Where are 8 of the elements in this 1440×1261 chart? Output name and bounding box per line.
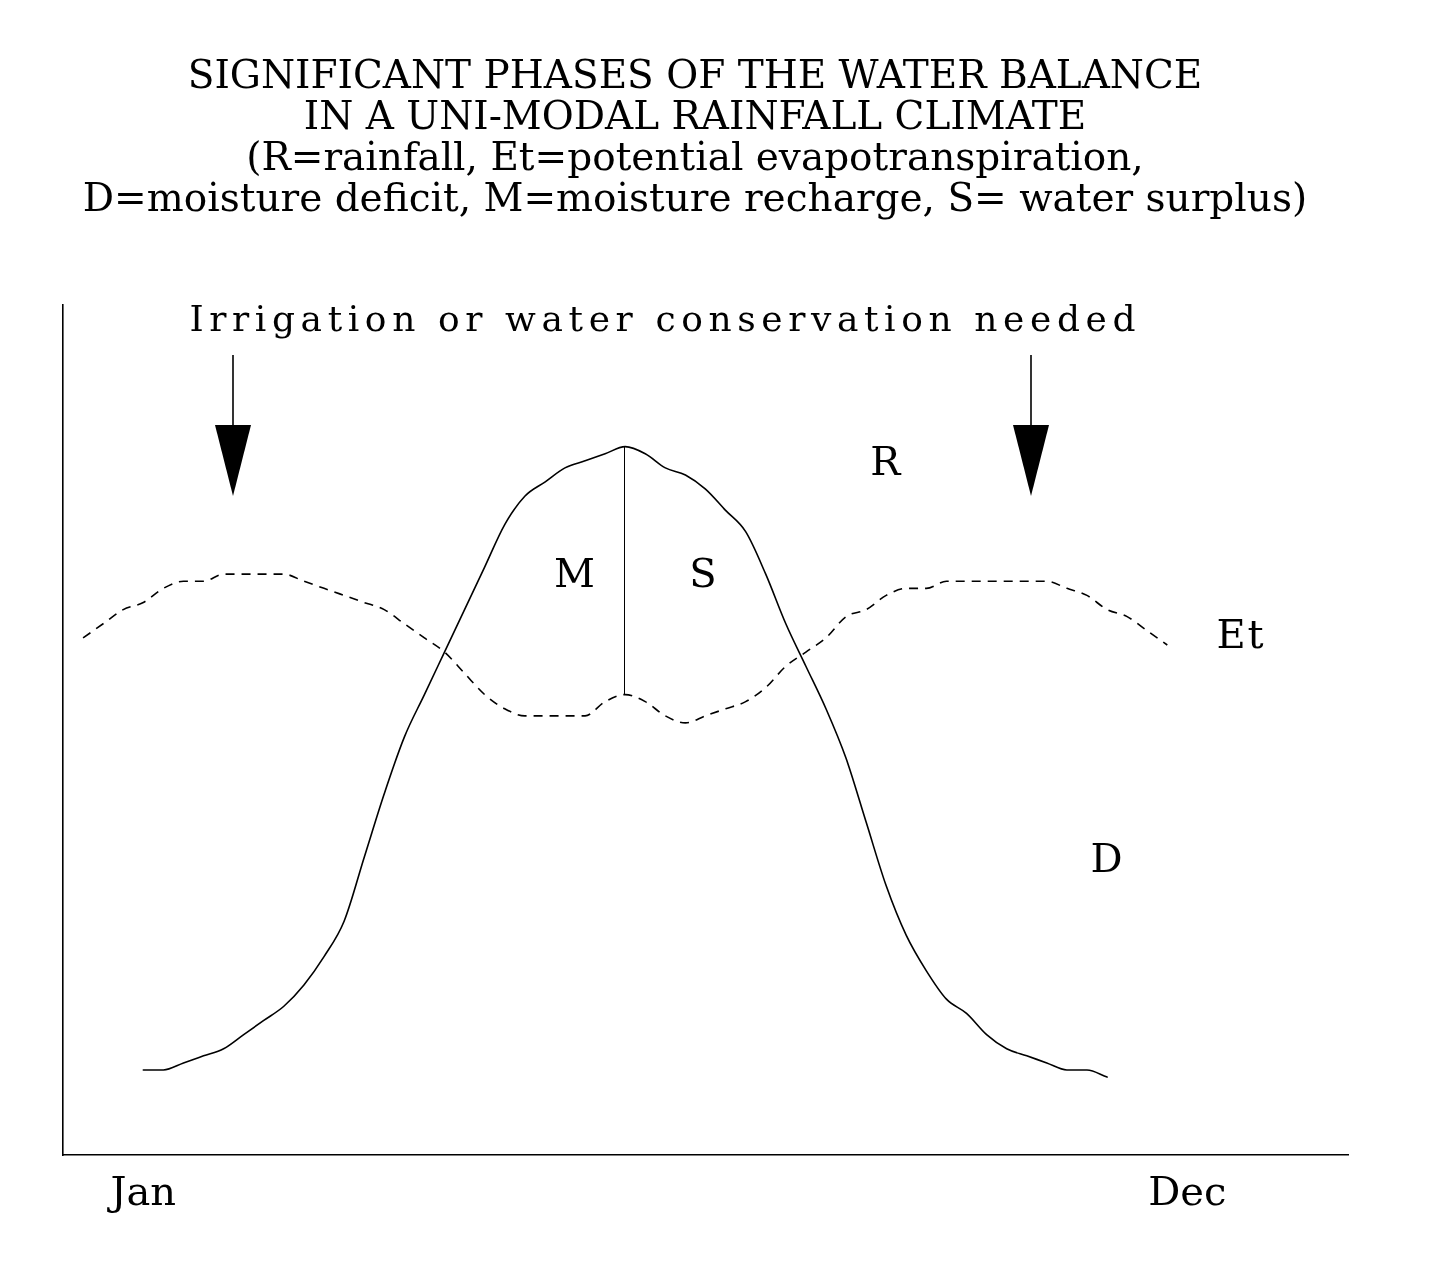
annotation: D	[1090, 835, 1125, 882]
annotation: M	[553, 550, 597, 597]
x-tick-label: Jan	[106, 1168, 177, 1215]
annotation: S	[689, 550, 719, 597]
annotation: Et	[1216, 610, 1266, 657]
text: Irrigation or water conservation needed	[189, 298, 1142, 340]
annotation: R	[870, 438, 903, 485]
x-tick-label: Dec	[1148, 1168, 1227, 1215]
